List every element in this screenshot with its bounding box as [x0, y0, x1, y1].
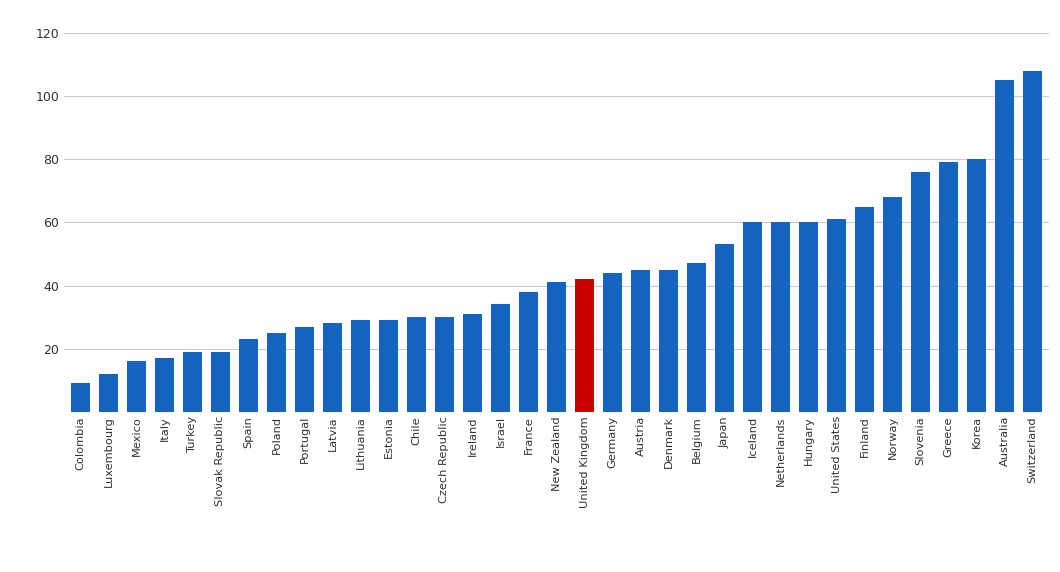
Bar — [462, 314, 482, 412]
Bar — [407, 317, 426, 412]
Bar — [99, 374, 119, 412]
Bar — [211, 352, 230, 412]
Bar — [939, 162, 958, 412]
Bar — [435, 317, 455, 412]
Bar — [238, 339, 259, 412]
Bar — [743, 223, 762, 412]
Bar — [491, 304, 510, 412]
Bar — [295, 327, 314, 412]
Bar — [799, 223, 818, 412]
Bar — [911, 172, 931, 412]
Bar — [827, 219, 846, 412]
Bar — [126, 362, 146, 412]
Bar — [658, 270, 678, 412]
Bar — [967, 159, 987, 412]
Bar — [1023, 71, 1042, 412]
Bar — [378, 320, 399, 412]
Bar — [182, 352, 202, 412]
Bar — [994, 80, 1014, 412]
Bar — [547, 283, 566, 412]
Bar — [771, 223, 791, 412]
Bar — [518, 292, 538, 412]
Bar — [854, 206, 874, 412]
Bar — [322, 323, 342, 412]
Bar — [575, 279, 595, 412]
Bar — [603, 273, 622, 412]
Bar — [351, 320, 370, 412]
Bar — [883, 197, 902, 412]
Bar — [631, 270, 651, 412]
Bar — [267, 333, 286, 412]
Bar — [71, 383, 90, 412]
Bar — [714, 244, 735, 412]
Bar — [687, 264, 706, 412]
Bar — [155, 358, 174, 412]
